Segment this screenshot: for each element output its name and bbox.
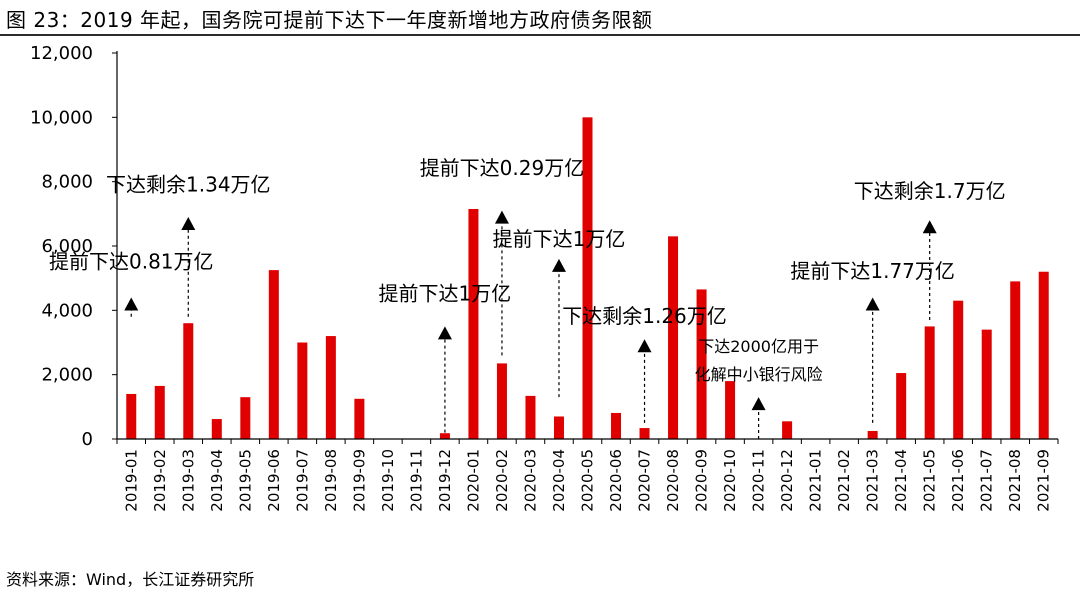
y-tick-label: 12,000 [30, 43, 93, 64]
x-tick-label: 2019-05 [236, 449, 254, 512]
y-tick-label: 2,000 [41, 365, 93, 386]
x-tick-label: 2020-07 [636, 449, 654, 512]
annotation-label: 提前下达1.77万亿 [790, 259, 955, 283]
x-tick-label: 2020-05 [579, 449, 597, 512]
x-tick-label: 2020-03 [521, 449, 539, 512]
x-tick-label: 2019-01 [122, 449, 140, 512]
x-tick-label: 2019-06 [265, 449, 283, 512]
x-tick-label: 2020-10 [721, 449, 739, 512]
x-tick-label: 2019-08 [322, 449, 340, 512]
bar-2020-09 [696, 289, 707, 439]
bar-2019-09 [354, 398, 365, 439]
ticks-group: 0 2,000 4,000 6,000 8,000 10,000 12,000 2019-01… [30, 43, 1059, 512]
annotation-arrowhead [551, 258, 566, 272]
bar-2020-02 [496, 363, 507, 439]
x-tick-label: 2020-08 [664, 449, 682, 512]
x-tick-label: 2019-09 [350, 449, 368, 512]
bar-2021-05 [924, 326, 935, 439]
y-tick-label: 4,000 [41, 300, 93, 321]
annotation-label: 下达剩余1.26万亿 [562, 304, 727, 328]
bar-2020-08 [668, 236, 679, 439]
y-tick-label: 10,000 [30, 107, 93, 128]
bar-2021-06 [953, 300, 964, 439]
x-tick-label: 2019-12 [436, 449, 454, 512]
chart-title-caption: 图 23：2019 年起，国务院可提前下达下一年度新增地方政府债务限额 [6, 8, 653, 32]
bar-2021-07 [981, 329, 992, 439]
bar-2019-05 [240, 397, 251, 439]
bar-2020-03 [525, 395, 536, 439]
annotation-label: 提前下达1万亿 [493, 227, 626, 251]
x-tick-label: 2019-07 [293, 449, 311, 512]
x-tick-label: 2019-04 [208, 449, 226, 512]
x-tick-label: 2021-04 [892, 449, 910, 512]
bar-2019-04 [211, 419, 222, 439]
source-note: 资料来源：Wind，长江证券研究所 [6, 570, 255, 589]
x-tick-label: 2021-06 [949, 449, 967, 512]
x-tick-label: 2020-09 [693, 449, 711, 512]
y-tick-label: 6,000 [41, 236, 93, 257]
x-tick-label: 2020-01 [464, 449, 482, 512]
bar-2021-08 [1010, 281, 1021, 439]
annotation-label: 下达2000亿用于 [698, 337, 819, 356]
annotation-label: 提前下达0.81万亿 [49, 250, 214, 274]
bar-2019-07 [297, 342, 308, 439]
y-tick-label: 8,000 [41, 172, 93, 193]
bar-2019-12 [439, 433, 450, 439]
bar-2020-10 [725, 381, 736, 439]
x-tick-label: 2020-04 [550, 449, 568, 512]
bar-2020-07 [639, 428, 650, 439]
bar-2020-12 [782, 421, 793, 439]
x-tick-label: 2020-02 [493, 449, 511, 512]
bar-2021-03 [867, 430, 878, 439]
annotation-arrowhead [637, 339, 652, 353]
annotation-arrowhead [922, 220, 937, 234]
title-divider [0, 34, 1080, 36]
x-tick-label: 2021-05 [921, 449, 939, 512]
annotation-label: 提前下达1万亿 [379, 282, 512, 306]
bar-2019-03 [183, 323, 194, 439]
bar-2021-09 [1038, 271, 1049, 439]
x-tick-label: 2021-07 [978, 449, 996, 512]
bar-2020-06 [611, 412, 622, 439]
x-tick-label: 2021-01 [807, 449, 825, 512]
x-tick-label: 2020-11 [750, 449, 768, 512]
bar-2020-01 [468, 209, 479, 439]
annotation-arrowhead [181, 217, 196, 231]
bar-2019-02 [154, 385, 165, 439]
x-tick-label: 2021-09 [1035, 449, 1053, 512]
x-tick-label: 2019-03 [179, 449, 197, 512]
annotation-label-line2: 化解中小银行风险 [695, 365, 823, 384]
x-tick-label: 2019-02 [151, 449, 169, 512]
bar-2019-06 [268, 270, 279, 439]
bar-2019-08 [325, 336, 336, 439]
annotation-label: 下达剩余1.34万亿 [106, 172, 271, 196]
annotation-arrowhead [751, 397, 766, 411]
y-tick-label: 0 [82, 429, 93, 450]
annotation-arrowhead [437, 326, 452, 340]
bars-group [126, 117, 1049, 439]
x-tick-label: 2019-11 [407, 449, 425, 512]
annotation-arrowhead [865, 297, 880, 311]
bar-2019-01 [126, 393, 137, 439]
x-tick-label: 2020-06 [607, 449, 625, 512]
x-tick-label: 2021-08 [1006, 449, 1024, 512]
annotation-arrowhead [494, 210, 509, 224]
bar-2021-04 [896, 373, 907, 439]
x-tick-label: 2019-10 [379, 449, 397, 512]
x-tick-label: 2020-12 [778, 449, 796, 512]
bar-2020-04 [553, 416, 564, 439]
bar-2020-05 [582, 117, 593, 439]
x-tick-label: 2021-02 [835, 449, 853, 512]
annotation-label: 下达剩余1.7万亿 [854, 179, 1006, 203]
annotation-label: 提前下达0.29万亿 [420, 156, 585, 180]
annotation-arrowhead [124, 297, 139, 311]
x-tick-label: 2021-03 [864, 449, 882, 512]
